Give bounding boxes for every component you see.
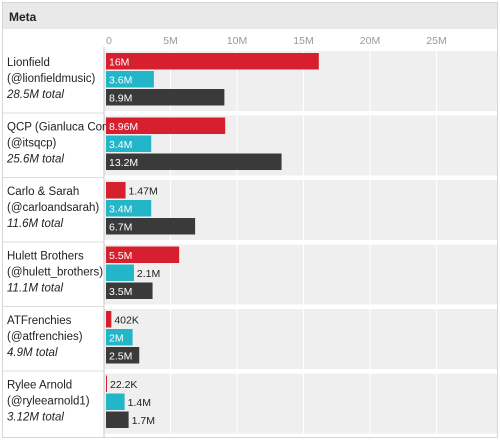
category-handle: (@atfrenchies) bbox=[7, 331, 83, 343]
bar-series-3 bbox=[106, 153, 282, 170]
bar-series-1 bbox=[106, 246, 180, 263]
bar-value-label: 5.5M bbox=[109, 250, 132, 262]
bar-value-label: 3.4M bbox=[109, 139, 132, 151]
bar-value-label: 8.9M bbox=[109, 92, 132, 104]
bar-series-2 bbox=[106, 71, 154, 88]
category-name: Carlo & Sarah bbox=[7, 186, 79, 198]
bar-value-label: 1.4M bbox=[128, 397, 151, 409]
bar-series-3 bbox=[106, 282, 153, 299]
bar-value-label: 1.47M bbox=[129, 185, 158, 197]
bar-series-3 bbox=[106, 347, 140, 364]
bar-series-3 bbox=[106, 411, 129, 428]
bar-value-label: 1.7M bbox=[132, 415, 155, 427]
bar-value-label: 13.2M bbox=[109, 157, 138, 169]
category-total: 4.9M total bbox=[7, 347, 58, 359]
bar-series-2 bbox=[106, 264, 134, 281]
bar-value-label: 2.1M bbox=[137, 268, 160, 280]
x-tick-label: 0 bbox=[106, 35, 112, 47]
bar-series-1 bbox=[106, 375, 107, 392]
category-total: 11.1M total bbox=[7, 283, 63, 295]
category-total: 11.6M total bbox=[7, 218, 63, 230]
category-handle: (@lionfieldmusic) bbox=[7, 73, 96, 85]
bar-chart: 0 5M 10M 15M 20M 25M Lionfield (@lionfieldmusic… bbox=[3, 35, 497, 437]
row-panel bbox=[104, 373, 497, 434]
bar-value-label: 16M bbox=[109, 56, 129, 68]
category-total: 28.5M total bbox=[6, 89, 64, 101]
category-handle: (@hulett_brothers) bbox=[7, 267, 103, 279]
category-name: Lionfield bbox=[7, 57, 50, 69]
bar-series-2 bbox=[106, 200, 152, 217]
bar-series-3 bbox=[106, 89, 225, 106]
bar-series-2 bbox=[106, 135, 152, 152]
bar-value-label: 22.2K bbox=[110, 379, 137, 391]
bar-value-label: 6.7M bbox=[109, 221, 132, 233]
category-handle: (@itsqcp) bbox=[7, 138, 57, 150]
category-total: 25.6M total bbox=[6, 154, 64, 166]
bar-series-1 bbox=[106, 117, 226, 134]
bar-series-1 bbox=[106, 182, 126, 199]
x-tick-label: 15M bbox=[293, 35, 313, 47]
category-name: ATFrenchies bbox=[7, 315, 72, 327]
x-tick-label: 25M bbox=[426, 35, 446, 47]
bar-value-label: 8.96M bbox=[109, 121, 138, 133]
bar-value-label: 402K bbox=[114, 314, 139, 326]
chart-title: Meta bbox=[9, 10, 37, 24]
x-tick-label: 20M bbox=[360, 35, 380, 47]
category-name: Hulett Brothers bbox=[7, 251, 84, 263]
bar-value-label: 2M bbox=[109, 332, 124, 344]
row-panel bbox=[104, 309, 497, 369]
category-handle: (@ryleearnold1) bbox=[7, 396, 90, 408]
bar-value-label: 3.5M bbox=[109, 286, 132, 298]
category-total: 3.12M total bbox=[7, 412, 64, 424]
bar-value-label: 3.6M bbox=[109, 74, 132, 86]
x-tick-label: 10M bbox=[227, 35, 247, 47]
category-handle: (@carloandsarah) bbox=[7, 202, 99, 214]
bar-value-label: 2.5M bbox=[109, 350, 132, 362]
x-tick-label: 5M bbox=[163, 35, 178, 47]
bar-value-label: 3.4M bbox=[109, 203, 132, 215]
bar-series-1 bbox=[106, 311, 112, 328]
bar-series-1 bbox=[106, 53, 319, 70]
chart-header: Meta bbox=[3, 3, 497, 29]
bar-series-2 bbox=[106, 393, 125, 410]
category-name: Rylee Arnold bbox=[7, 380, 72, 392]
category-name: QCP (Gianluca Conte) bbox=[7, 122, 122, 134]
bar-series-2 bbox=[106, 329, 133, 346]
bar-series-3 bbox=[106, 218, 196, 235]
